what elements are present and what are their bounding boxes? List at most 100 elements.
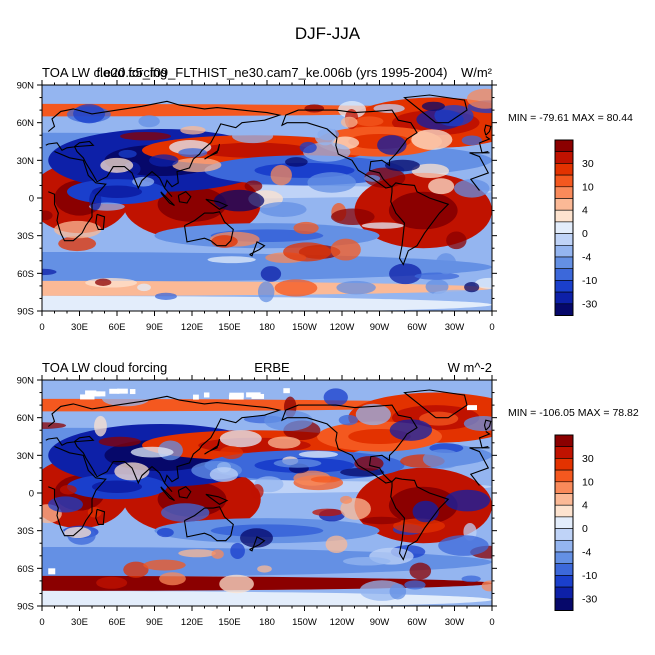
contour-region	[481, 580, 492, 592]
coastline	[390, 477, 450, 561]
x-tick-label: 120E	[181, 617, 203, 628]
colorbar-box	[554, 186, 574, 199]
colorbar-box	[554, 303, 574, 316]
x-tick-label: 150W	[292, 322, 317, 333]
colorbar-label: -10	[582, 570, 597, 582]
colorbar-box	[554, 139, 574, 152]
y-tick-label: 60S	[17, 269, 34, 280]
colorbar-box	[554, 245, 574, 258]
contour-region	[444, 489, 491, 512]
panel-left-title: TOA LW cloud forcing	[42, 360, 167, 375]
contour-region	[454, 179, 490, 198]
contour-region	[149, 154, 179, 167]
panel-units: W/m²	[461, 65, 493, 80]
contour-region	[178, 148, 208, 158]
contour-region	[178, 549, 216, 558]
contour-region	[438, 535, 489, 556]
contour-region	[259, 201, 307, 217]
contour-region	[102, 271, 140, 279]
missing-data	[80, 394, 95, 400]
missing-data	[467, 405, 477, 411]
coastline	[403, 94, 468, 124]
colorbar-label: 4	[582, 500, 588, 512]
x-tick-label: 120W	[330, 322, 355, 333]
contour-region	[314, 124, 337, 146]
contour-region	[137, 283, 151, 292]
contour-region	[285, 157, 308, 167]
coastline	[177, 191, 192, 204]
coastline	[95, 213, 106, 230]
colorbar-box	[554, 481, 574, 494]
coastline	[45, 100, 491, 198]
contour-region	[461, 575, 481, 583]
x-tick-label: 0	[489, 322, 494, 333]
contour-region	[251, 484, 264, 499]
x-tick-label: 30W	[445, 322, 465, 333]
contour-region	[412, 500, 439, 523]
coastline	[483, 419, 492, 431]
coastline	[183, 506, 234, 542]
contour-region	[338, 414, 358, 426]
x-tick-label: 0	[489, 617, 494, 628]
contour-region	[414, 272, 460, 280]
y-tick-label: 30N	[17, 156, 35, 167]
coastline	[390, 182, 450, 266]
missing-data	[283, 388, 290, 394]
contour-region	[293, 221, 319, 235]
contour-region	[159, 572, 186, 586]
panel-center-title: ERBE	[254, 360, 290, 375]
contour-region	[393, 518, 445, 534]
colorbar-box	[554, 563, 574, 576]
colorbar-label: 10	[582, 181, 594, 193]
x-tick-label: 90W	[370, 322, 390, 333]
contour-region	[304, 104, 325, 113]
y-tick-label: 30S	[17, 526, 34, 537]
map-panel-2: 0 30E 60E 90E 120E 150E 180 150W 120W 90W 60W 30W 09…	[17, 360, 639, 628]
x-tick-label: 30E	[71, 617, 88, 628]
contour-region	[123, 561, 149, 578]
colorbar-box	[554, 551, 574, 564]
y-tick-label: 60S	[17, 564, 34, 575]
x-tick-label: 90E	[146, 617, 163, 628]
colorbar-label: 0	[582, 228, 588, 240]
contour-region	[53, 220, 102, 239]
colorbar-box	[554, 221, 574, 234]
x-tick-label: 180	[259, 617, 275, 628]
contour-region	[340, 495, 353, 504]
y-tick-label: 90N	[17, 81, 35, 92]
contour-region	[118, 149, 137, 158]
contour-region	[161, 503, 210, 522]
contour-region	[384, 159, 420, 172]
colorbar-box	[554, 280, 574, 293]
colorbar-box	[554, 291, 574, 305]
x-tick-label: 150E	[218, 617, 240, 628]
contour-region	[219, 574, 254, 594]
contour-region	[411, 163, 450, 178]
x-tick-label: 150W	[292, 617, 317, 628]
contour-region	[411, 129, 453, 150]
contour-region	[94, 415, 107, 437]
contour-region	[211, 549, 224, 559]
missing-data	[85, 390, 97, 396]
contour-region	[58, 236, 97, 252]
colorbar-box	[554, 163, 574, 176]
contour-region	[232, 129, 274, 144]
colorbar-box	[554, 469, 574, 483]
contour-region	[42, 422, 67, 429]
contour-region	[92, 185, 142, 199]
contour-region	[267, 436, 301, 449]
colorbar-frame	[554, 434, 574, 611]
contour-region	[463, 416, 492, 432]
contour-region	[59, 485, 77, 495]
missing-data	[193, 394, 199, 400]
x-tick-label: 180	[259, 322, 275, 333]
coastline	[160, 486, 175, 501]
coastline	[205, 198, 229, 210]
contour-region	[355, 403, 391, 426]
colorbar-label: 4	[582, 205, 588, 217]
contour-region	[419, 411, 459, 426]
colorbar-label: 30	[582, 158, 594, 170]
colorbar-box	[554, 198, 574, 211]
coastlines	[45, 94, 492, 266]
colorbar-label: -30	[582, 593, 597, 605]
